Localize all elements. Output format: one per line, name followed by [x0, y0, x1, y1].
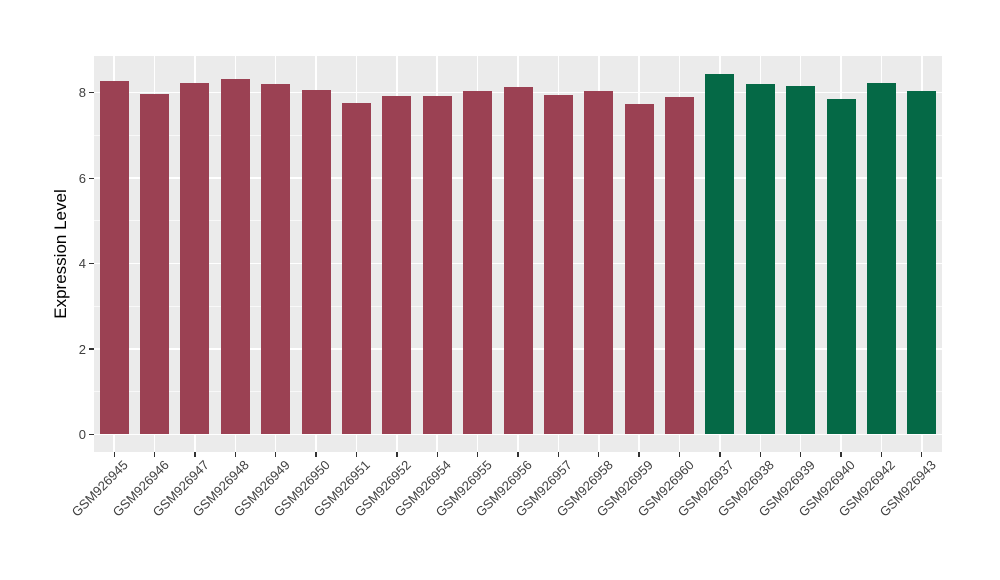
x-axis-tick [517, 452, 519, 457]
y-tick-label: 0 [78, 426, 86, 442]
x-axis-tick [275, 452, 277, 457]
x-axis-tick [678, 452, 681, 457]
y-axis-tick [89, 92, 94, 94]
x-axis-tick [759, 452, 761, 457]
bar-GSM926955 [463, 90, 493, 435]
y-axis-tick [89, 262, 94, 265]
bar-GSM926950 [301, 89, 331, 435]
y-tick-label: 8 [78, 85, 86, 101]
bar-GSM926959 [624, 104, 654, 435]
bar-GSM926939 [786, 85, 816, 435]
bar-GSM926938 [745, 84, 775, 435]
y-axis-tick [89, 348, 94, 350]
bar-GSM926937 [705, 73, 735, 435]
bar-GSM926952 [382, 96, 412, 435]
x-axis-tick [880, 452, 883, 457]
x-axis-tick [719, 452, 721, 457]
bar-GSM926945 [99, 81, 129, 435]
bar-GSM926958 [584, 91, 614, 435]
bar-GSM926947 [180, 83, 210, 435]
bar-GSM926954 [422, 96, 452, 435]
x-axis-tick [921, 452, 923, 457]
y-axis-tick [89, 433, 94, 436]
x-axis-tick [436, 452, 438, 457]
bar-GSM926960 [665, 97, 695, 435]
x-axis-tick [557, 452, 560, 457]
x-axis-tick [315, 452, 317, 457]
x-axis-tick [800, 452, 802, 457]
x-axis-tick [234, 452, 236, 457]
x-axis-tick [153, 452, 156, 457]
x-axis-tick [840, 452, 842, 457]
y-tick-label: 2 [78, 341, 86, 357]
y-axis-title: Expression Level [51, 189, 70, 319]
x-axis-tick [396, 452, 398, 457]
x-axis-tick [355, 452, 358, 457]
bar-GSM926956 [503, 87, 533, 435]
bar-GSM926949 [261, 84, 291, 435]
x-axis-tick [113, 452, 115, 457]
bar-GSM926940 [826, 98, 856, 435]
bar-GSM926948 [220, 79, 250, 435]
x-axis-tick [598, 452, 600, 457]
bar-GSM926951 [341, 102, 371, 435]
bar-GSM926943 [907, 91, 937, 435]
bar-GSM926942 [866, 82, 896, 435]
x-axis-tick [476, 452, 479, 457]
x-axis-tick [638, 452, 640, 457]
y-tick-label: 4 [78, 256, 86, 272]
bar-GSM926946 [140, 94, 170, 435]
bar-GSM926957 [543, 94, 573, 435]
y-axis-tick [89, 177, 94, 179]
x-axis-tick [194, 452, 196, 457]
y-tick-label: 6 [78, 170, 86, 186]
